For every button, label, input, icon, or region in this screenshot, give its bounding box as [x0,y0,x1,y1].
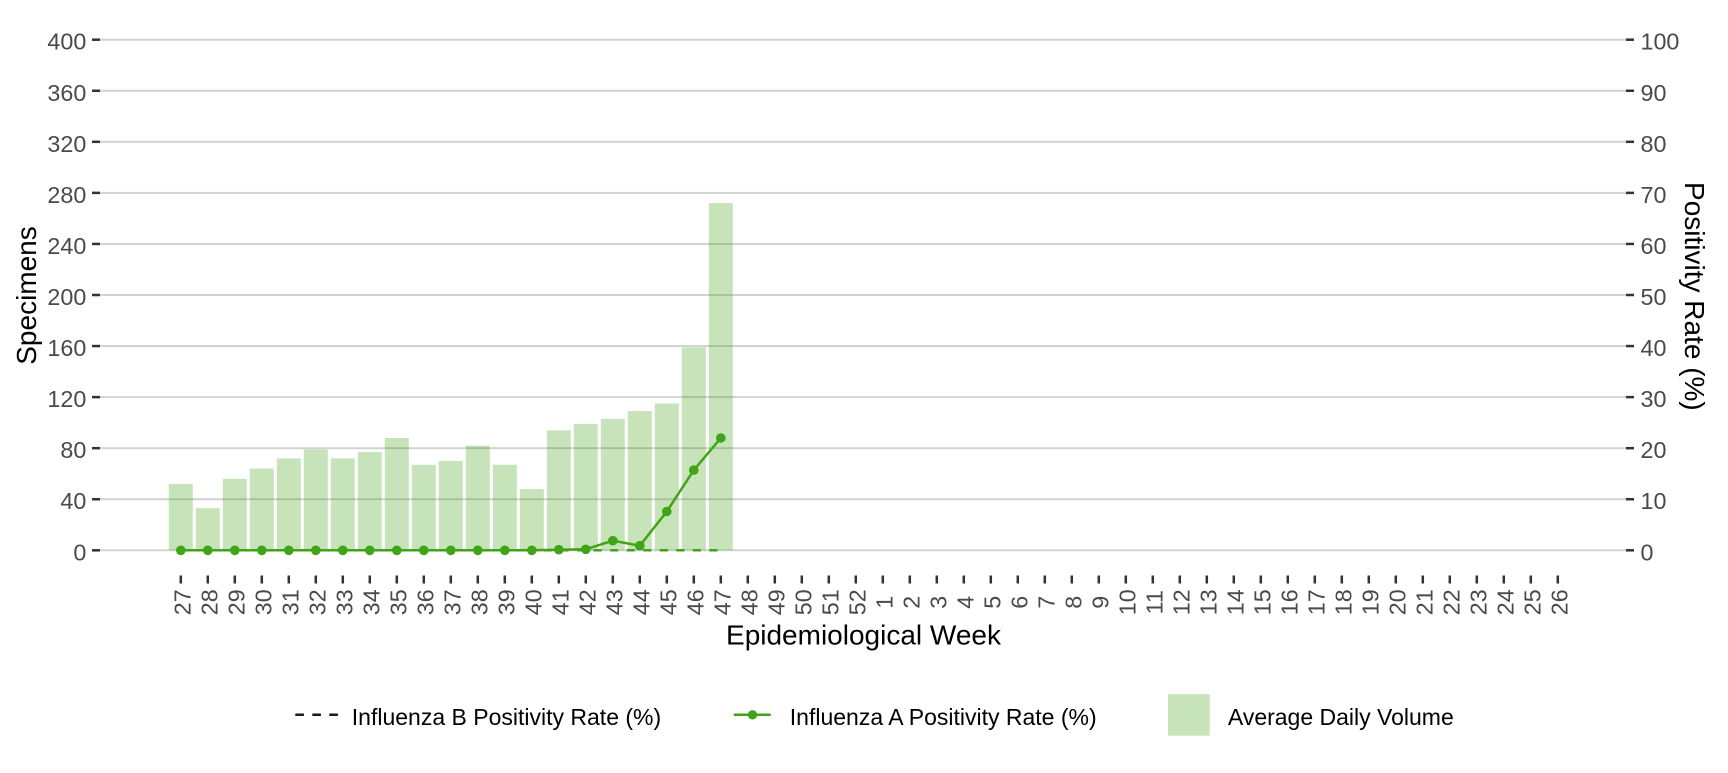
svg-text:160: 160 [47,335,86,361]
svg-text:47: 47 [709,589,735,615]
svg-text:120: 120 [47,386,86,412]
svg-text:12: 12 [1168,589,1194,615]
svg-text:31: 31 [277,589,303,615]
svg-text:1: 1 [871,596,897,609]
svg-text:36: 36 [412,589,438,615]
svg-text:50: 50 [790,589,816,615]
svg-text:16: 16 [1276,589,1302,615]
svg-text:21: 21 [1411,589,1437,615]
svg-text:32: 32 [304,589,330,615]
svg-text:40: 40 [520,589,546,615]
svg-text:70: 70 [1641,182,1667,208]
svg-text:200: 200 [47,284,86,310]
svg-text:19: 19 [1357,589,1383,615]
svg-text:20: 20 [1641,437,1667,463]
svg-text:80: 80 [1641,131,1667,157]
svg-text:4: 4 [952,596,978,609]
svg-text:49: 49 [763,589,789,615]
svg-text:22: 22 [1438,589,1464,615]
svg-text:Average Daily Volume: Average Daily Volume [1228,704,1454,730]
svg-text:Specimens: Specimens [11,226,42,365]
svg-text:0: 0 [1641,539,1654,565]
svg-text:100: 100 [1641,29,1680,55]
svg-text:9: 9 [1087,596,1113,609]
svg-text:14: 14 [1222,589,1248,615]
svg-text:Influenza B Positivity Rate (%: Influenza B Positivity Rate (%) [352,704,661,730]
svg-text:8: 8 [1060,596,1086,609]
svg-text:52: 52 [844,589,870,615]
svg-text:35: 35 [385,589,411,615]
svg-text:33: 33 [331,589,357,615]
svg-text:320: 320 [47,131,86,157]
svg-text:34: 34 [358,589,384,615]
svg-text:30: 30 [250,589,276,615]
svg-text:90: 90 [1641,80,1667,106]
svg-text:11: 11 [1141,590,1167,614]
svg-text:23: 23 [1465,589,1491,615]
svg-text:5: 5 [979,596,1005,609]
svg-text:18: 18 [1330,589,1356,615]
svg-text:30: 30 [1641,386,1667,412]
svg-text:25: 25 [1519,589,1545,615]
svg-text:17: 17 [1303,589,1329,615]
svg-text:40: 40 [60,488,86,514]
svg-text:Positivity Rate (%): Positivity Rate (%) [1679,182,1710,411]
svg-text:43: 43 [601,589,627,615]
svg-text:50: 50 [1641,284,1667,310]
svg-text:3: 3 [925,596,951,609]
svg-text:24: 24 [1492,589,1518,615]
svg-text:10: 10 [1114,589,1140,615]
svg-text:45: 45 [655,589,681,615]
svg-text:42: 42 [574,589,600,615]
svg-text:29: 29 [223,589,249,615]
svg-text:15: 15 [1249,589,1275,615]
svg-text:28: 28 [196,589,222,615]
svg-text:6: 6 [1006,596,1032,609]
svg-text:13: 13 [1195,589,1221,615]
svg-text:2: 2 [898,596,924,609]
svg-text:Epidemiological Week: Epidemiological Week [726,619,1002,650]
svg-text:37: 37 [439,589,465,615]
svg-text:48: 48 [736,589,762,615]
svg-text:240: 240 [47,233,86,259]
svg-text:51: 51 [817,589,843,615]
svg-text:60: 60 [1641,233,1667,259]
svg-text:10: 10 [1641,488,1667,514]
svg-text:27: 27 [169,589,195,615]
svg-text:7: 7 [1033,596,1059,609]
svg-text:26: 26 [1546,589,1572,615]
svg-text:80: 80 [60,437,86,463]
svg-text:400: 400 [47,29,86,55]
svg-text:280: 280 [47,182,86,208]
svg-text:46: 46 [682,589,708,615]
svg-text:44: 44 [628,589,654,615]
svg-text:360: 360 [47,80,86,106]
svg-text:0: 0 [73,539,86,565]
svg-text:39: 39 [493,589,519,615]
svg-text:40: 40 [1641,335,1667,361]
svg-text:38: 38 [466,589,492,615]
svg-text:20: 20 [1384,589,1410,615]
svg-text:41: 41 [547,589,573,615]
svg-text:Influenza A Positivity Rate (%: Influenza A Positivity Rate (%) [790,704,1097,730]
